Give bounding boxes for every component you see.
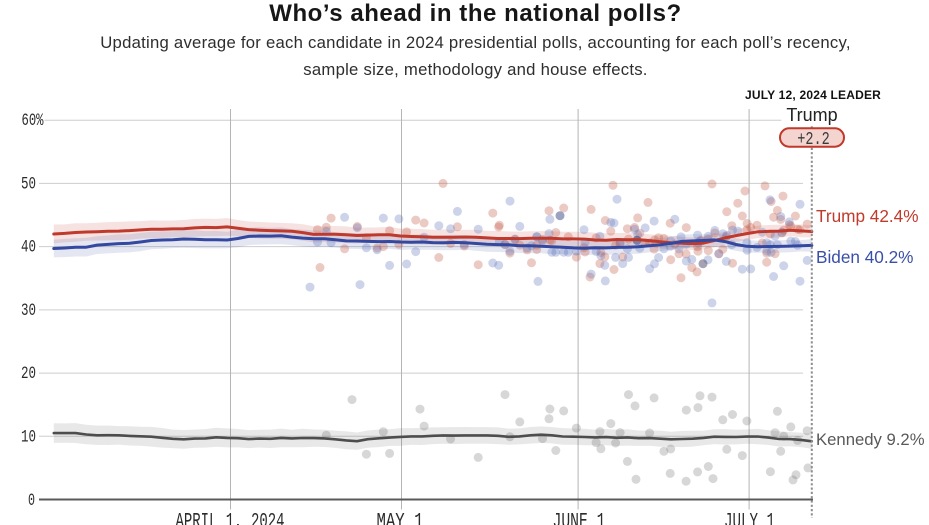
- svg-text:MAY 1: MAY 1: [377, 510, 424, 525]
- svg-text:40: 40: [21, 238, 36, 258]
- svg-text:JUNE 1: JUNE 1: [553, 510, 606, 525]
- svg-text:30: 30: [21, 301, 36, 321]
- svg-text:10: 10: [21, 427, 36, 447]
- svg-text:50: 50: [21, 174, 36, 194]
- svg-text:APRIL 1, 2024: APRIL 1, 2024: [176, 510, 285, 525]
- svg-text:0: 0: [28, 491, 35, 511]
- svg-text:60%: 60%: [22, 111, 44, 131]
- svg-text:+2.2: +2.2: [797, 129, 830, 150]
- svg-text:JULY 1: JULY 1: [724, 510, 775, 525]
- svg-text:20: 20: [21, 364, 36, 384]
